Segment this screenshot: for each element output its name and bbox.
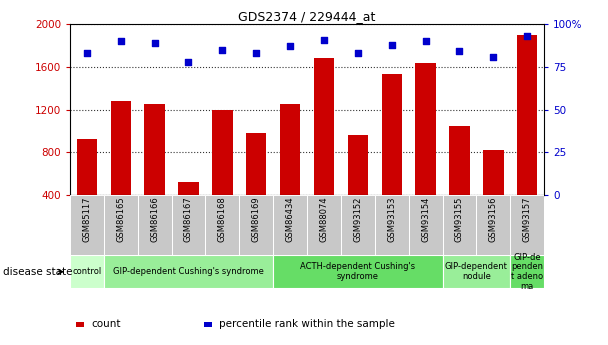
Bar: [145, 104, 165, 238]
Bar: [348, 135, 368, 238]
Text: GSM86434: GSM86434: [286, 197, 295, 242]
Point: [488, 54, 498, 59]
Bar: [240, 195, 273, 255]
Point: [116, 38, 126, 44]
Text: count: count: [91, 319, 121, 329]
Bar: [517, 35, 537, 238]
Bar: [510, 255, 544, 288]
Point: [319, 37, 329, 42]
Bar: [307, 195, 341, 255]
Bar: [70, 195, 104, 255]
Text: GIP-de
penden
t adeno
ma: GIP-de penden t adeno ma: [511, 253, 544, 291]
Bar: [443, 255, 510, 288]
Text: GSM86166: GSM86166: [150, 197, 159, 243]
Bar: [449, 126, 469, 238]
Point: [522, 33, 532, 39]
Bar: [111, 101, 131, 238]
Text: GSM86165: GSM86165: [116, 197, 125, 242]
Text: GIP-dependent Cushing's syndrome: GIP-dependent Cushing's syndrome: [113, 267, 264, 276]
Bar: [510, 195, 544, 255]
Bar: [341, 195, 375, 255]
Point: [251, 50, 261, 56]
Text: GSM88074: GSM88074: [319, 197, 328, 242]
Text: GSM85117: GSM85117: [82, 197, 91, 242]
Bar: [137, 195, 171, 255]
Text: GSM93156: GSM93156: [489, 197, 498, 242]
Bar: [314, 58, 334, 238]
Text: GSM93152: GSM93152: [353, 197, 362, 242]
Point: [455, 49, 465, 54]
Bar: [415, 62, 436, 238]
Bar: [77, 139, 97, 238]
Text: GSM93154: GSM93154: [421, 197, 430, 242]
Bar: [171, 195, 206, 255]
Text: control: control: [72, 267, 102, 276]
Bar: [375, 195, 409, 255]
Bar: [483, 150, 503, 238]
Text: GSM93157: GSM93157: [523, 197, 532, 242]
Text: GSM93153: GSM93153: [387, 197, 396, 242]
Point: [285, 43, 295, 49]
Bar: [443, 195, 477, 255]
Bar: [206, 195, 240, 255]
Point: [387, 42, 396, 47]
Point: [82, 50, 92, 56]
Text: GIP-dependent
nodule: GIP-dependent nodule: [445, 262, 508, 281]
Title: GDS2374 / 229444_at: GDS2374 / 229444_at: [238, 10, 376, 23]
Point: [184, 59, 193, 65]
Text: GSM86167: GSM86167: [184, 197, 193, 243]
Bar: [246, 133, 266, 238]
Point: [353, 50, 363, 56]
Bar: [477, 195, 510, 255]
Text: GSM86169: GSM86169: [252, 197, 261, 242]
Point: [421, 38, 430, 44]
Bar: [104, 195, 137, 255]
Bar: [70, 255, 104, 288]
Bar: [280, 104, 300, 238]
Bar: [382, 74, 402, 238]
Text: GSM93155: GSM93155: [455, 197, 464, 242]
Text: percentile rank within the sample: percentile rank within the sample: [219, 319, 395, 329]
Text: ACTH-dependent Cushing's
syndrome: ACTH-dependent Cushing's syndrome: [300, 262, 415, 281]
Bar: [273, 255, 443, 288]
Point: [150, 40, 159, 46]
Bar: [178, 182, 199, 238]
Text: disease state: disease state: [3, 267, 72, 277]
Bar: [212, 109, 232, 238]
Bar: [104, 255, 273, 288]
Bar: [273, 195, 307, 255]
Text: GSM86168: GSM86168: [218, 197, 227, 243]
Bar: [409, 195, 443, 255]
Point: [218, 47, 227, 52]
